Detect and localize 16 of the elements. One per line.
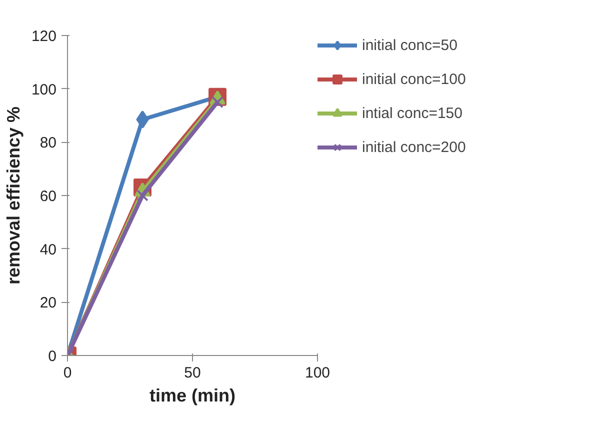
x-tick-label: 50 [184,364,201,382]
y-tick-label: 40 [40,241,57,258]
y-tick-label: 0 [48,348,56,365]
legend-label: intial conc=150 [362,104,462,122]
legend-label: initial conc=200 [362,138,466,156]
y-tick-label: 60 [40,188,57,205]
x-axis-title: time (min) [150,386,236,406]
y-tick-label: 100 [31,81,57,98]
x-tick-label: 0 [63,364,72,382]
y-tick-label: 80 [40,134,57,152]
y-tick-label: 20 [40,294,57,312]
x-tick-label: 100 [304,364,330,382]
y-tick-label: 120 [31,28,57,45]
legend-label: initial conc=50 [362,36,458,54]
y-axis-title: removal efficiency % [3,106,24,285]
legend-label: initial conc=100 [362,70,466,88]
